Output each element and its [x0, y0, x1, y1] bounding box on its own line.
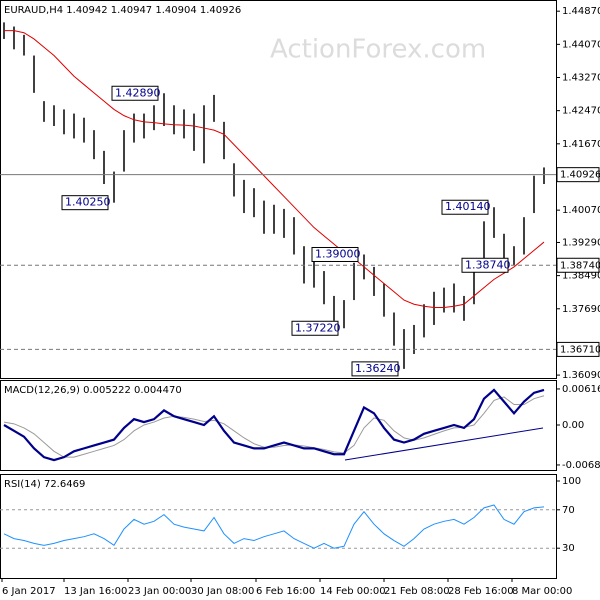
- annotation-box: [441, 199, 489, 215]
- annotation-box: [291, 320, 339, 336]
- x-tick-label: 28 Feb 16:00: [448, 586, 514, 597]
- y-tick-label: 1.44870: [562, 6, 600, 17]
- annotation-label: 1.38740: [465, 258, 511, 271]
- annotation-box: [311, 246, 359, 262]
- x-tick-label: 21 Feb 08:00: [384, 586, 450, 597]
- annotation-label: 1.40250: [65, 196, 111, 209]
- y-tick-label: 1.37690: [562, 304, 600, 315]
- level-box: [556, 341, 600, 357]
- macd-title: MACD(12,26,9) 0.005222 0.004470: [4, 385, 182, 396]
- watermark: ActionForex.com: [270, 35, 486, 65]
- y-tick-label: 1.43270: [562, 73, 600, 84]
- y-tick-label: 0.006169: [562, 384, 600, 395]
- annotation-label: 1.40140: [445, 200, 491, 213]
- x-tick-label: 8 Mar 00:00: [512, 586, 572, 597]
- y-tick-label: 1.44070: [562, 39, 600, 50]
- y-tick-label: 30: [562, 543, 575, 554]
- annotation: 1.40250: [61, 195, 111, 211]
- annotation-label: 1.37220: [295, 321, 341, 334]
- annotation: 1.39000: [311, 246, 361, 262]
- y-tick-label: -0.006838: [562, 460, 600, 471]
- annotation-box: [461, 257, 509, 273]
- x-tick-label: 30 Jan 08:00: [191, 586, 254, 597]
- y-tick-label: 70: [562, 505, 575, 516]
- y-tick-label: 1.41670: [562, 139, 600, 150]
- macd-line: [3, 388, 545, 462]
- y-tick-label: 0.00: [562, 420, 584, 431]
- annotation-label: 1.42890: [115, 86, 161, 99]
- y-tick-label: 1.36090: [562, 370, 600, 381]
- annotation-box: [351, 361, 399, 377]
- y-tick-label: 100: [562, 476, 581, 487]
- x-tick-label: 23 Jan 00:00: [128, 586, 191, 597]
- x-tick-label: 14 Feb 00:00: [320, 586, 386, 597]
- x-tick-label: 13 Jan 16:00: [64, 586, 127, 597]
- price-pane: [0, 0, 557, 379]
- level-box: [556, 167, 600, 183]
- rsi-line: [3, 504, 545, 549]
- chart-title: EURAUD,H4 1.40942 1.40947 1.40904 1.4092…: [4, 5, 241, 16]
- level-label: 1.36710: [560, 344, 600, 355]
- annotation: 1.42890: [111, 85, 161, 101]
- x-tick-label: 6 Jan 2017: [2, 586, 56, 597]
- macd-signal: [3, 395, 545, 458]
- annotation: 1.36240: [351, 361, 401, 377]
- annotation-label: 1.39000: [315, 247, 361, 260]
- moving-average: [4, 30, 545, 309]
- annotation-box: [111, 85, 159, 101]
- annotation-box: [61, 195, 109, 211]
- rsi-pane: [0, 474, 557, 579]
- trend-line: [344, 427, 544, 461]
- annotation: 1.40140: [441, 199, 491, 215]
- annotation: 1.37220: [291, 320, 341, 336]
- annotation-label: 1.36240: [355, 362, 401, 375]
- y-tick-label: 1.38490: [562, 271, 600, 282]
- level-label: 1.40926: [560, 170, 600, 181]
- annotation: 1.38740: [461, 257, 511, 273]
- level-box: [556, 257, 600, 273]
- level-label: 1.38740: [560, 260, 600, 271]
- y-tick-label: 1.40070: [562, 205, 600, 216]
- x-tick-label: 6 Feb 16:00: [256, 586, 315, 597]
- y-tick-label: 1.42470: [562, 106, 600, 117]
- y-tick-label: 1.39290: [562, 237, 600, 248]
- rsi-title: RSI(14) 72.6469: [4, 479, 85, 490]
